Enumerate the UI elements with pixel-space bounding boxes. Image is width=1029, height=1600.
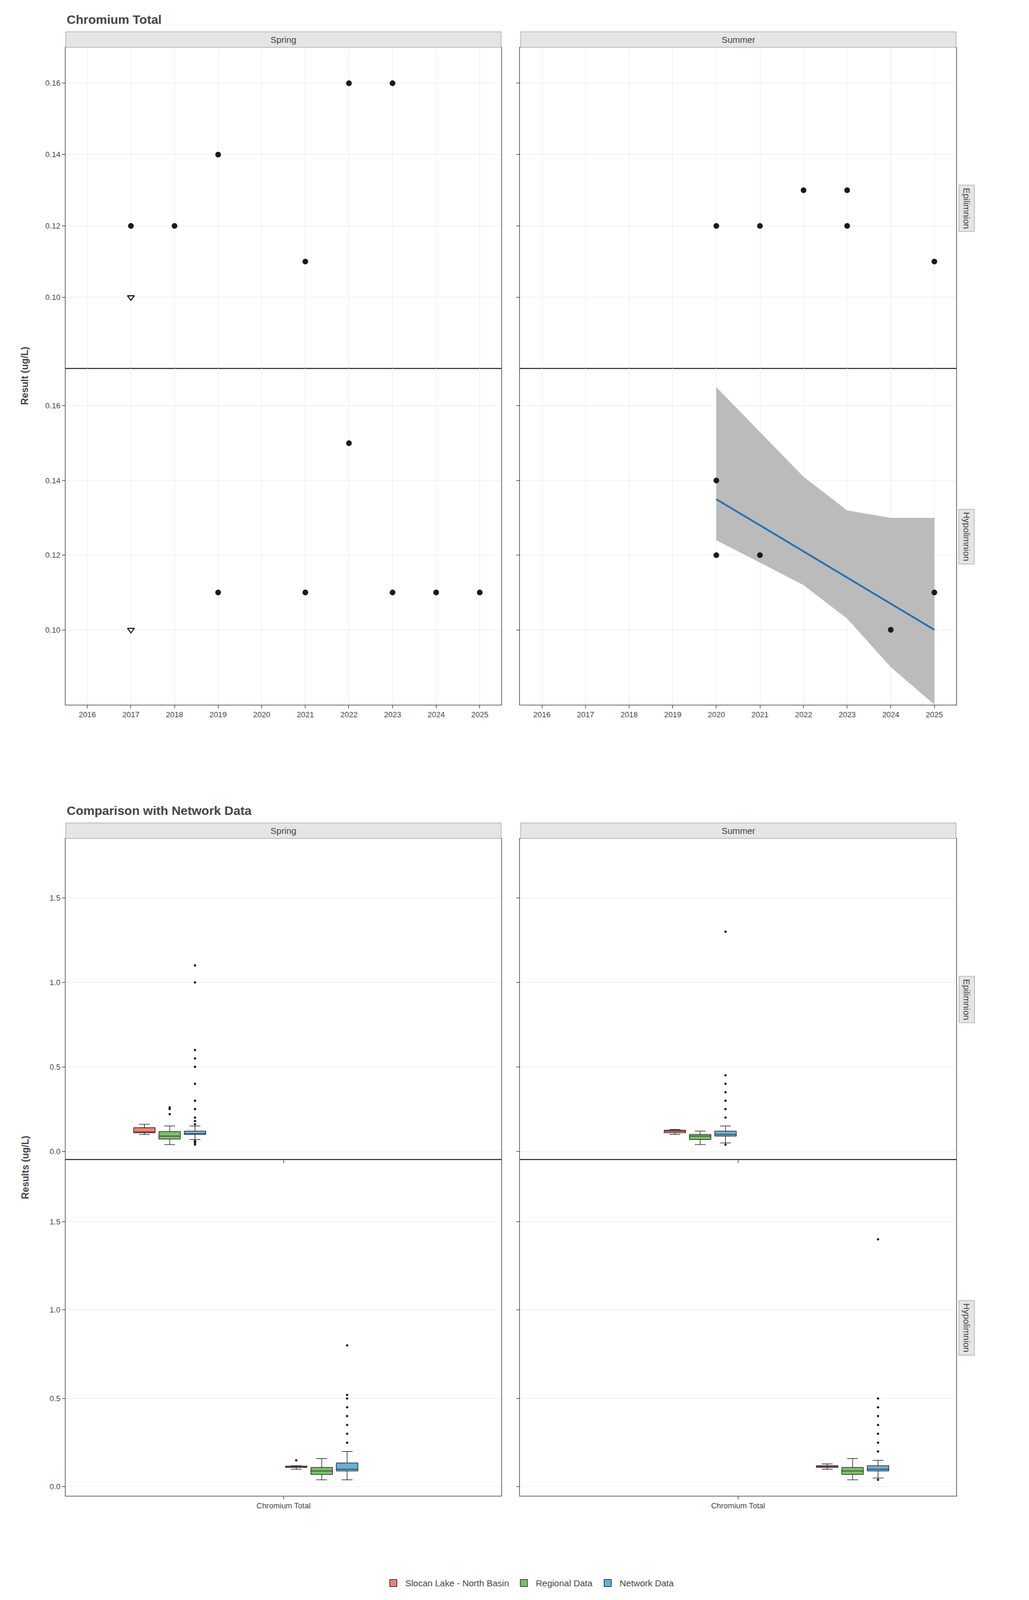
svg-text:2016: 2016 [533,710,551,720]
svg-text:Result (ug/L): Result (ug/L) [19,346,30,405]
svg-text:1.5: 1.5 [49,1217,61,1227]
svg-text:0.16: 0.16 [45,78,61,88]
svg-text:0.10: 0.10 [45,292,61,302]
svg-text:Epilimnion: Epilimnion [961,979,972,1021]
svg-text:2024: 2024 [881,710,900,720]
svg-text:Regional Data: Regional Data [535,1578,594,1589]
svg-text:Chromium Total: Chromium Total [66,12,162,27]
svg-text:2024: 2024 [427,710,445,720]
svg-text:Summer: Summer [721,825,756,837]
svg-text:0.14: 0.14 [45,150,61,159]
svg-text:2022: 2022 [340,710,358,720]
svg-text:Epilimnion: Epilimnion [961,187,972,229]
svg-text:2017: 2017 [122,710,140,720]
svg-text:2021: 2021 [751,710,769,720]
svg-text:2020: 2020 [707,710,725,720]
svg-text:1.0: 1.0 [49,1305,61,1315]
svg-text:Slocan Lake - North Basin: Slocan Lake - North Basin [405,1578,510,1589]
svg-text:0.12: 0.12 [45,550,61,560]
svg-text:Chromium Total: Chromium Total [256,1501,311,1511]
svg-text:Hypolimnion: Hypolimnion [961,1303,972,1353]
svg-text:2022: 2022 [794,710,813,720]
svg-text:2021: 2021 [296,710,314,720]
svg-text:0.10: 0.10 [45,625,61,635]
svg-text:Hypolimnion: Hypolimnion [961,512,972,562]
svg-text:1.0: 1.0 [49,978,61,988]
svg-text:2019: 2019 [663,710,682,720]
svg-text:0.0: 0.0 [49,1482,61,1492]
svg-text:2019: 2019 [209,710,227,720]
svg-text:0.5: 0.5 [49,1062,61,1072]
svg-text:0.14: 0.14 [45,476,61,486]
svg-text:0.0: 0.0 [49,1147,61,1157]
svg-text:Chromium Total: Chromium Total [711,1501,766,1511]
svg-text:0.12: 0.12 [45,221,61,231]
svg-text:2018: 2018 [166,710,184,720]
svg-text:Spring: Spring [270,34,296,45]
svg-text:0.16: 0.16 [45,401,61,411]
svg-text:Spring: Spring [270,825,296,837]
svg-text:Summer: Summer [721,34,756,45]
svg-text:2016: 2016 [78,710,96,720]
svg-text:2018: 2018 [620,710,638,720]
svg-text:2023: 2023 [384,710,402,720]
svg-text:2017: 2017 [577,710,595,720]
svg-text:2025: 2025 [471,710,489,720]
svg-text:1.5: 1.5 [49,893,61,903]
svg-text:2025: 2025 [925,710,944,720]
svg-text:Network Data: Network Data [619,1578,675,1589]
svg-text:Comparison with Network Data: Comparison with Network Data [66,803,252,818]
svg-text:Results (ug/L): Results (ug/L) [20,1136,31,1200]
svg-text:2023: 2023 [838,710,856,720]
svg-text:2020: 2020 [253,710,271,720]
svg-text:0.5: 0.5 [49,1394,61,1404]
